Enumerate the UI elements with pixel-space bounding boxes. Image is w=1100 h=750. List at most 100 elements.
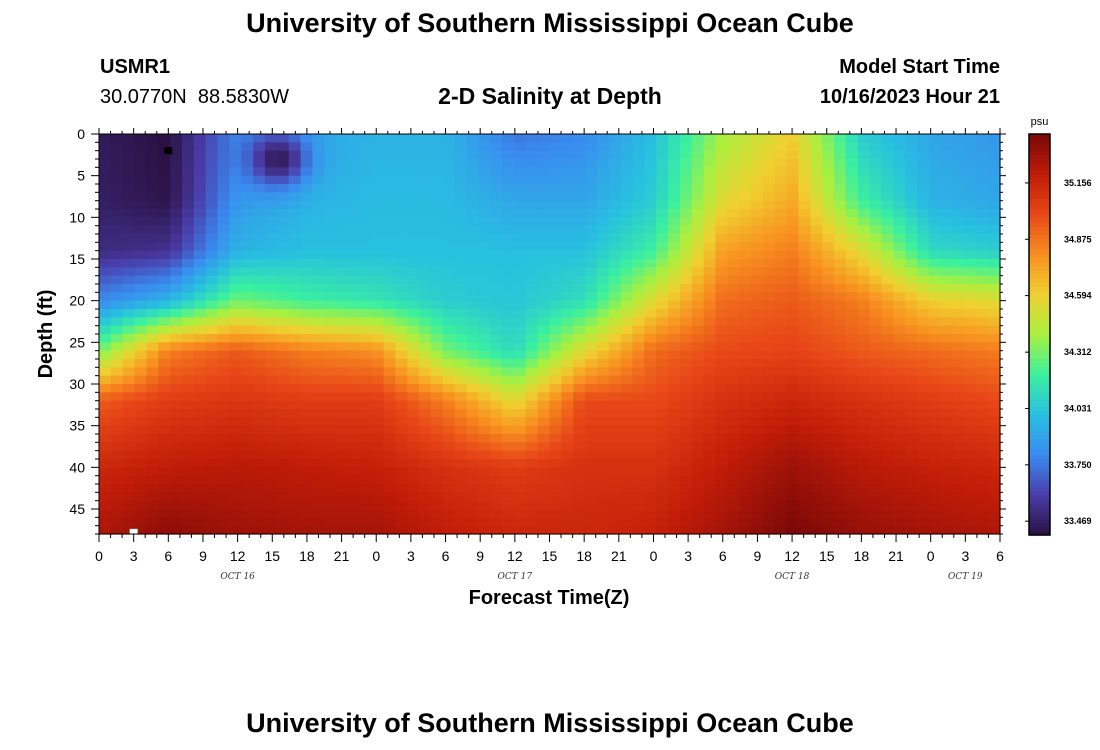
heatmap-cell — [193, 209, 207, 218]
heatmap-cell — [585, 434, 598, 443]
heatmap-cell — [276, 250, 290, 260]
heatmap-cell — [312, 317, 325, 327]
heatmap-cell — [703, 459, 717, 468]
heatmap-cell — [170, 484, 183, 493]
heatmap-cell — [454, 259, 468, 268]
heatmap-cell — [502, 217, 515, 227]
heatmap-cell — [312, 492, 325, 502]
heatmap-cell — [679, 167, 693, 177]
heatmap-cell — [727, 167, 740, 177]
heatmap-cell — [786, 342, 800, 352]
heatmap-cell — [834, 434, 847, 443]
heatmap-cell — [549, 442, 562, 452]
heatmap-cell — [857, 500, 871, 510]
heatmap-cell — [525, 300, 539, 310]
heatmap-cell — [466, 325, 479, 335]
heatmap-cell — [419, 184, 432, 193]
heatmap-cell — [928, 475, 942, 485]
heatmap-cell — [679, 292, 693, 302]
heatmap-cell — [134, 467, 148, 477]
heatmap-cell — [395, 134, 408, 143]
heatmap-cell — [288, 275, 302, 285]
heatmap-cell — [442, 134, 456, 143]
heatmap-cell — [454, 167, 468, 177]
heatmap-cell — [253, 517, 266, 527]
heatmap-cell — [988, 484, 1001, 493]
heatmap-cell — [845, 467, 859, 477]
heatmap-cell — [371, 459, 385, 468]
heatmap-cell — [513, 250, 527, 260]
heatmap-cell — [928, 209, 942, 218]
heatmap-cell — [99, 325, 112, 335]
heatmap-cell — [158, 434, 171, 443]
heatmap-cell — [134, 359, 148, 368]
heatmap-cell — [845, 425, 859, 435]
heatmap-cell — [442, 150, 456, 160]
heatmap-cell — [99, 492, 112, 502]
heatmap-cell — [917, 325, 930, 335]
heatmap-cell — [288, 134, 302, 143]
heatmap-cell — [122, 425, 136, 435]
heatmap-cell — [656, 325, 669, 335]
heatmap-cell — [229, 292, 242, 302]
heatmap-cell — [525, 400, 539, 410]
heatmap-cell — [454, 409, 468, 418]
heatmap-cell — [110, 484, 124, 493]
heatmap-cell — [525, 417, 539, 427]
heatmap-cell — [549, 509, 562, 518]
heatmap-cell — [573, 142, 586, 152]
heatmap-cell — [739, 450, 752, 460]
heatmap-cell — [454, 509, 468, 518]
heatmap-cell — [229, 525, 242, 535]
heatmap-cell — [359, 167, 373, 177]
heatmap-cell — [668, 317, 681, 327]
heatmap-cell — [466, 134, 479, 143]
heatmap-cell — [869, 525, 883, 535]
heatmap-cell — [561, 392, 574, 402]
heatmap-cell — [502, 175, 515, 185]
heatmap-cell — [632, 300, 645, 310]
heatmap-cell — [549, 417, 562, 427]
heatmap-cell — [502, 375, 515, 385]
heatmap-cell — [620, 467, 634, 477]
heatmap-cell — [383, 350, 396, 360]
heatmap-cell — [454, 250, 468, 260]
heatmap-cell — [893, 200, 906, 210]
heatmap-cell — [253, 384, 266, 393]
heatmap-cell — [917, 459, 930, 468]
heatmap-cell — [336, 492, 349, 502]
heatmap-cell — [312, 417, 325, 427]
heatmap-cell — [739, 192, 752, 202]
heatmap-cell — [122, 175, 136, 185]
heatmap-cell — [585, 192, 598, 202]
heatmap-cell — [573, 500, 586, 510]
heatmap-cell — [739, 350, 752, 360]
heatmap-cell — [336, 417, 349, 427]
heatmap-cell — [336, 200, 349, 210]
heatmap-cell — [253, 434, 266, 443]
heatmap-cell — [347, 367, 361, 377]
heatmap-cell — [312, 167, 325, 177]
heatmap-cell — [976, 450, 989, 460]
heatmap-cell — [217, 275, 231, 285]
heatmap-cell — [478, 184, 491, 193]
heatmap-cell — [205, 275, 219, 285]
heatmap-cell — [893, 425, 906, 435]
heatmap-cell — [253, 392, 266, 402]
heatmap-cell — [644, 434, 657, 443]
heatmap-cell — [430, 417, 444, 427]
x-tick-label: 18 — [854, 548, 870, 564]
colorbar-segment — [1029, 226, 1050, 231]
heatmap-cell — [288, 467, 302, 477]
heatmap-cell — [917, 225, 930, 235]
heatmap-cell — [478, 409, 491, 418]
heatmap-cell — [193, 525, 207, 535]
heatmap-cell — [478, 375, 491, 385]
heatmap-cell — [668, 367, 681, 377]
heatmap-cell — [264, 234, 278, 243]
heatmap-cell — [822, 267, 835, 277]
heatmap-cell — [585, 150, 598, 160]
heatmap-cell — [300, 434, 313, 443]
heatmap-cell — [608, 175, 622, 185]
colorbar-segment — [1029, 266, 1050, 271]
